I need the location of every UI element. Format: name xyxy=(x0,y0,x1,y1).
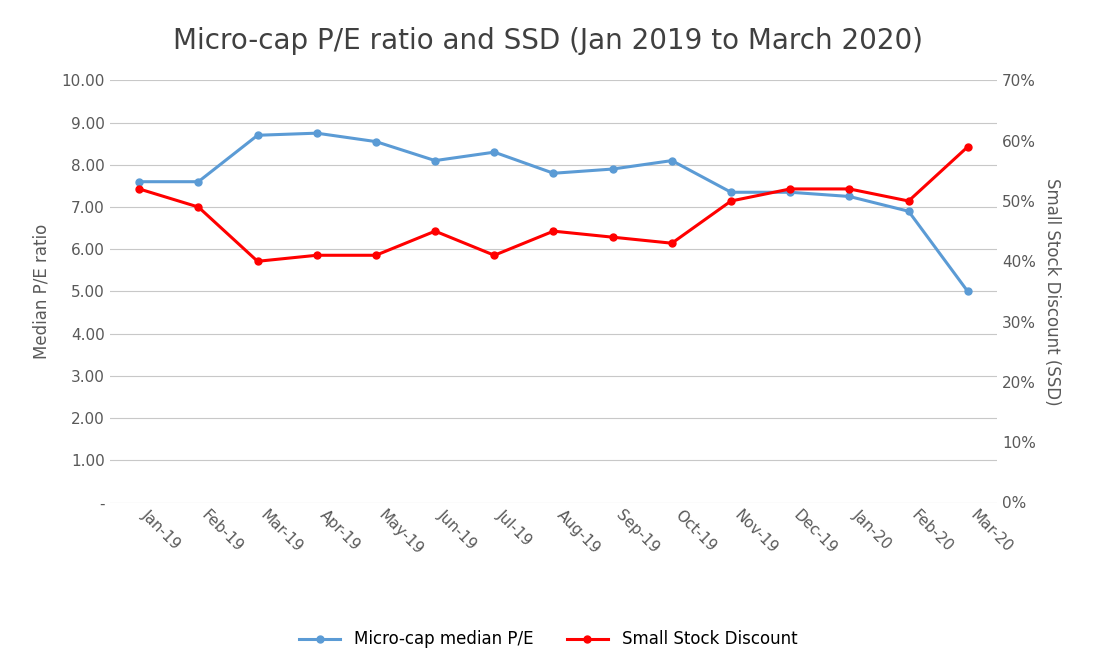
Small Stock Discount xyxy=(488,251,501,259)
Small Stock Discount xyxy=(902,197,915,205)
Small Stock Discount xyxy=(665,239,678,247)
Small Stock Discount xyxy=(606,233,619,241)
Small Stock Discount xyxy=(310,251,323,259)
Micro-cap median P/E xyxy=(961,287,974,295)
Micro-cap median P/E xyxy=(310,129,323,137)
Y-axis label: Small Stock Discount (SSD): Small Stock Discount (SSD) xyxy=(1043,178,1061,405)
Line: Micro-cap median P/E: Micro-cap median P/E xyxy=(136,130,971,295)
Micro-cap median P/E xyxy=(665,157,678,165)
Micro-cap median P/E xyxy=(606,165,619,173)
Small Stock Discount xyxy=(784,185,797,193)
Micro-cap median P/E xyxy=(192,178,205,186)
Micro-cap median P/E xyxy=(369,137,383,145)
Micro-cap median P/E xyxy=(133,178,146,186)
Small Stock Discount xyxy=(251,257,264,265)
Legend: Micro-cap median P/E, Small Stock Discount: Micro-cap median P/E, Small Stock Discou… xyxy=(293,624,803,655)
Small Stock Discount xyxy=(547,227,560,235)
Micro-cap median P/E xyxy=(251,131,264,139)
Small Stock Discount xyxy=(429,227,442,235)
Line: Small Stock Discount: Small Stock Discount xyxy=(136,143,971,265)
Small Stock Discount xyxy=(133,185,146,193)
Micro-cap median P/E xyxy=(547,170,560,178)
Micro-cap median P/E xyxy=(724,188,738,196)
Small Stock Discount xyxy=(724,197,738,205)
Micro-cap median P/E xyxy=(429,157,442,165)
Micro-cap median P/E xyxy=(488,148,501,156)
Micro-cap median P/E xyxy=(902,207,915,215)
Small Stock Discount xyxy=(843,185,856,193)
Small Stock Discount xyxy=(192,203,205,211)
Micro-cap median P/E xyxy=(784,188,797,196)
Y-axis label: Median P/E ratio: Median P/E ratio xyxy=(32,224,50,359)
Micro-cap median P/E xyxy=(843,192,856,200)
Small Stock Discount xyxy=(961,143,974,151)
Text: Micro-cap P/E ratio and SSD (Jan 2019 to March 2020): Micro-cap P/E ratio and SSD (Jan 2019 to… xyxy=(173,27,923,55)
Small Stock Discount xyxy=(369,251,383,259)
